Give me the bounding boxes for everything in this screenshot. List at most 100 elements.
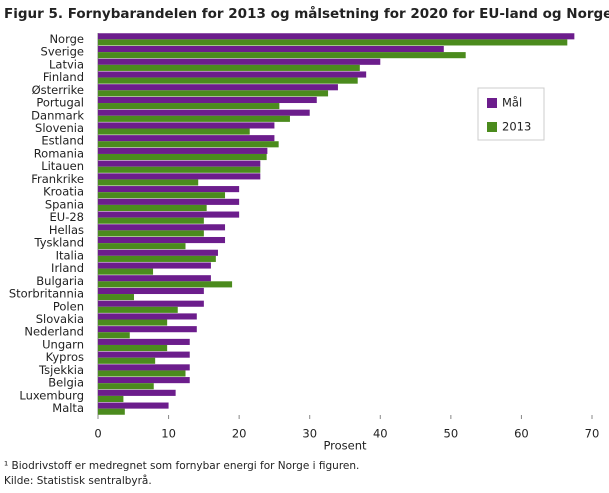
- x-tick-label: 60: [514, 427, 529, 441]
- bar: [98, 109, 310, 116]
- chart-title: Figur 5. Fornybarandelen for 2013 og mål…: [4, 5, 609, 22]
- y-tick-label: Romania: [34, 146, 84, 160]
- bar: [98, 224, 226, 231]
- bar: [98, 217, 204, 224]
- bar: [98, 160, 261, 167]
- bar: [98, 332, 130, 339]
- y-tick-label: Bulgaria: [36, 274, 84, 288]
- bar: [98, 45, 444, 53]
- bar: [98, 147, 268, 154]
- y-tick-label: Malta: [52, 401, 84, 415]
- bar: [98, 52, 466, 59]
- bar: [98, 173, 261, 180]
- y-tick-label: Slovenia: [35, 121, 84, 135]
- y-tick-label: Estland: [41, 134, 84, 148]
- y-tick-label: Tyskland: [33, 236, 84, 250]
- y-tick-label: Frankrike: [31, 172, 84, 186]
- bar: [98, 313, 197, 320]
- y-tick-label: Portugal: [36, 96, 84, 110]
- bar: [98, 338, 190, 345]
- bar: [98, 33, 575, 40]
- y-tick-label: Spania: [45, 197, 84, 211]
- bar: [98, 389, 176, 396]
- y-tick-label: Finland: [43, 70, 84, 84]
- bar: [98, 236, 226, 244]
- bar: [98, 198, 240, 205]
- bar: [98, 357, 156, 364]
- x-tick-label: 30: [302, 427, 317, 441]
- bar: [98, 319, 168, 326]
- bar: [98, 249, 218, 256]
- x-axis-label: Prosent: [323, 439, 367, 453]
- bar: [98, 71, 367, 78]
- bar: [98, 306, 178, 313]
- bar: [98, 344, 168, 352]
- legend-swatch: [487, 122, 497, 132]
- bar: [98, 58, 381, 65]
- bar: [98, 300, 204, 307]
- y-tick-label: Kypros: [46, 350, 84, 364]
- bar: [98, 230, 204, 237]
- legend-label: Mål: [502, 96, 522, 110]
- bar: [98, 326, 197, 333]
- bar: [98, 90, 329, 97]
- bar: [98, 275, 211, 282]
- y-tick-label: Kroatia: [43, 185, 84, 199]
- y-tick-label: Luxemburg: [19, 388, 84, 402]
- bar: [98, 39, 568, 46]
- bar: [98, 122, 275, 129]
- y-tick-label: Irland: [51, 261, 84, 275]
- bar: [98, 135, 275, 142]
- x-tick-label: 10: [161, 427, 176, 441]
- bar: [98, 64, 360, 71]
- x-tick-label: 70: [585, 427, 600, 441]
- bar: [98, 192, 226, 199]
- bar: [98, 84, 338, 91]
- source: Kilde: Statistisk sentralbyrå.: [4, 474, 152, 487]
- y-tick-label: Italia: [56, 248, 84, 262]
- bar: [98, 287, 204, 295]
- bar: [98, 351, 190, 358]
- bar: [98, 96, 317, 104]
- bar: [98, 294, 134, 301]
- bar: [98, 364, 190, 371]
- y-tick-label: Hellas: [49, 223, 84, 237]
- bar: [98, 268, 154, 275]
- x-tick-label: 20: [232, 427, 247, 441]
- bar: [98, 115, 290, 122]
- bar: [98, 383, 154, 390]
- x-tick-label: 0: [94, 427, 101, 441]
- legend-swatch: [487, 98, 497, 108]
- y-tick-label: Norge: [49, 32, 84, 46]
- bar: [98, 186, 240, 193]
- bar: [98, 377, 190, 384]
- bar: [98, 153, 267, 161]
- y-tick-label: Slovakia: [36, 312, 84, 326]
- y-tick-label: Ungarn: [42, 337, 84, 351]
- bar: [98, 262, 211, 269]
- bar: [98, 370, 186, 377]
- bar: [98, 402, 169, 409]
- bar: [98, 77, 358, 84]
- bar: [98, 395, 124, 403]
- bar: [98, 243, 186, 250]
- bar: [98, 211, 240, 218]
- y-tick-label: EU-28: [50, 210, 84, 224]
- y-tick-label: Polen: [53, 299, 84, 313]
- footnote: ¹ Biodrivstoff er medregnet som fornybar…: [4, 460, 359, 472]
- bar: [98, 166, 261, 173]
- bar: [98, 408, 125, 415]
- x-tick-label: 50: [444, 427, 459, 441]
- bar: [98, 281, 233, 288]
- y-tick-label: Danmark: [31, 108, 84, 122]
- bar: [98, 141, 279, 148]
- bar: [98, 204, 207, 212]
- bar: [98, 128, 250, 135]
- bar: [98, 179, 199, 186]
- legend-label: 2013: [502, 120, 531, 134]
- y-tick-label: Litauen: [41, 159, 84, 173]
- y-tick-label: Belgia: [48, 376, 84, 390]
- y-tick-label: Nederland: [24, 325, 84, 339]
- bar: [98, 255, 216, 262]
